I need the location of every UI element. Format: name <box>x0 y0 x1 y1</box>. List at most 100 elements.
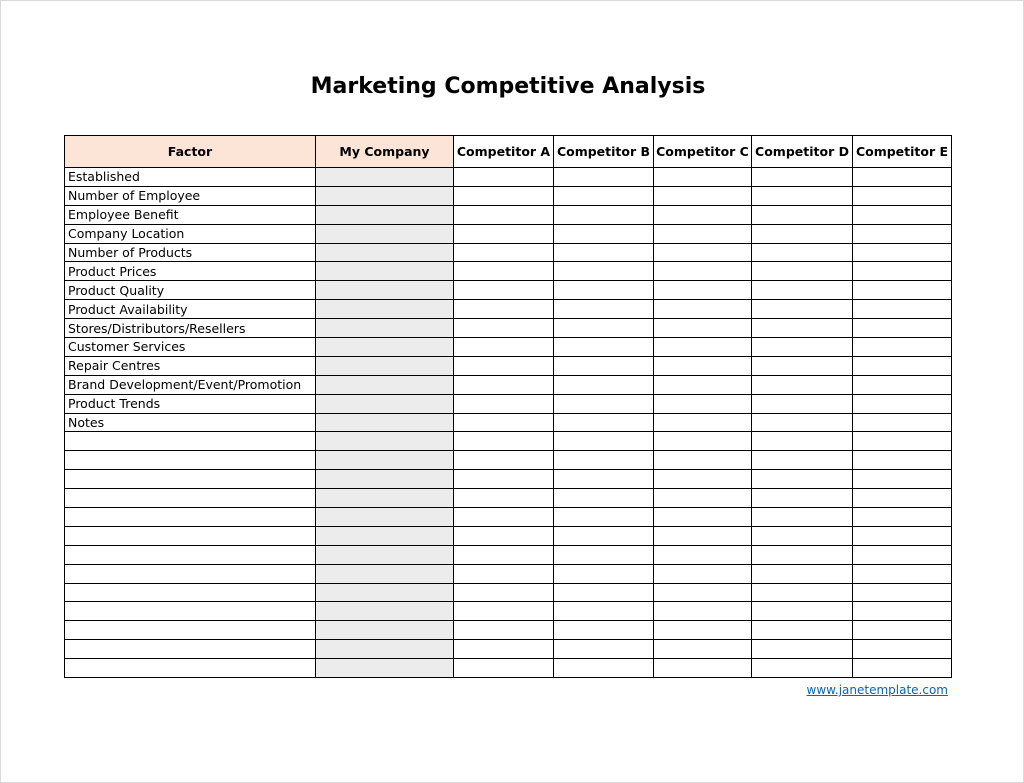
cell-my-company[interactable] <box>315 507 454 527</box>
cell-competitor-c[interactable] <box>653 393 752 414</box>
cell-my-company[interactable] <box>315 488 454 509</box>
cell-competitor-b[interactable] <box>553 374 654 395</box>
cell-competitor-d[interactable] <box>751 431 853 452</box>
cell-competitor-e[interactable] <box>852 639 952 660</box>
cell-competitor-d[interactable] <box>751 223 853 244</box>
cell-competitor-c[interactable] <box>653 431 752 452</box>
cell-competitor-b[interactable] <box>553 620 654 641</box>
cell-competitor-a[interactable] <box>453 223 554 244</box>
cell-competitor-b[interactable] <box>553 242 654 263</box>
cell-my-company[interactable] <box>315 337 454 357</box>
cell-competitor-b[interactable] <box>553 337 654 357</box>
cell-competitor-a[interactable] <box>453 431 554 452</box>
cell-competitor-e[interactable] <box>852 299 952 320</box>
cell-competitor-b[interactable] <box>553 431 654 452</box>
cell-competitor-d[interactable] <box>751 374 853 395</box>
cell-competitor-b[interactable] <box>553 393 654 414</box>
cell-competitor-b[interactable] <box>553 299 654 320</box>
cell-competitor-d[interactable] <box>751 204 853 225</box>
cell-competitor-a[interactable] <box>453 639 554 660</box>
cell-competitor-d[interactable] <box>751 525 853 546</box>
cell-my-company[interactable] <box>315 601 454 622</box>
cell-competitor-d[interactable] <box>751 507 853 527</box>
cell-competitor-a[interactable] <box>453 620 554 641</box>
cell-competitor-e[interactable] <box>852 223 952 244</box>
cell-competitor-c[interactable] <box>653 658 752 679</box>
cell-my-company[interactable] <box>315 185 454 206</box>
cell-competitor-a[interactable] <box>453 412 554 433</box>
cell-competitor-a[interactable] <box>453 167 554 187</box>
cell-my-company[interactable] <box>315 261 454 282</box>
cell-competitor-e[interactable] <box>852 525 952 546</box>
cell-my-company[interactable] <box>315 658 454 679</box>
cell-competitor-b[interactable] <box>553 204 654 225</box>
cell-competitor-d[interactable] <box>751 563 853 584</box>
cell-my-company[interactable] <box>315 563 454 584</box>
cell-my-company[interactable] <box>315 544 454 565</box>
cell-competitor-a[interactable] <box>453 185 554 206</box>
cell-competitor-b[interactable] <box>553 355 654 376</box>
cell-my-company[interactable] <box>315 242 454 263</box>
cell-competitor-b[interactable] <box>553 223 654 244</box>
cell-competitor-c[interactable] <box>653 355 752 376</box>
cell-competitor-d[interactable] <box>751 299 853 320</box>
cell-competitor-e[interactable] <box>852 185 952 206</box>
cell-my-company[interactable] <box>315 374 454 395</box>
cell-competitor-d[interactable] <box>751 582 853 603</box>
cell-competitor-e[interactable] <box>852 507 952 527</box>
cell-competitor-c[interactable] <box>653 544 752 565</box>
cell-competitor-a[interactable] <box>453 318 554 339</box>
cell-competitor-a[interactable] <box>453 525 554 546</box>
cell-competitor-d[interactable] <box>751 261 853 282</box>
cell-competitor-d[interactable] <box>751 469 853 490</box>
cell-competitor-a[interactable] <box>453 393 554 414</box>
cell-competitor-a[interactable] <box>453 488 554 509</box>
cell-competitor-d[interactable] <box>751 544 853 565</box>
cell-competitor-b[interactable] <box>553 525 654 546</box>
cell-my-company[interactable] <box>315 299 454 320</box>
cell-my-company[interactable] <box>315 582 454 603</box>
cell-competitor-a[interactable] <box>453 280 554 301</box>
cell-competitor-a[interactable] <box>453 204 554 225</box>
cell-my-company[interactable] <box>315 412 454 433</box>
cell-competitor-e[interactable] <box>852 544 952 565</box>
cell-competitor-a[interactable] <box>453 582 554 603</box>
cell-competitor-b[interactable] <box>553 167 654 187</box>
cell-competitor-d[interactable] <box>751 488 853 509</box>
cell-competitor-d[interactable] <box>751 355 853 376</box>
cell-competitor-c[interactable] <box>653 507 752 527</box>
cell-competitor-e[interactable] <box>852 280 952 301</box>
cell-my-company[interactable] <box>315 620 454 641</box>
cell-competitor-d[interactable] <box>751 167 853 187</box>
cell-my-company[interactable] <box>315 167 454 187</box>
cell-competitor-a[interactable] <box>453 242 554 263</box>
cell-competitor-e[interactable] <box>852 261 952 282</box>
cell-competitor-b[interactable] <box>553 261 654 282</box>
cell-competitor-e[interactable] <box>852 488 952 509</box>
cell-competitor-c[interactable] <box>653 185 752 206</box>
cell-competitor-a[interactable] <box>453 261 554 282</box>
cell-competitor-d[interactable] <box>751 393 853 414</box>
cell-competitor-c[interactable] <box>653 374 752 395</box>
cell-competitor-e[interactable] <box>852 242 952 263</box>
cell-my-company[interactable] <box>315 318 454 339</box>
cell-competitor-b[interactable] <box>553 563 654 584</box>
cell-competitor-b[interactable] <box>553 469 654 490</box>
cell-competitor-c[interactable] <box>653 525 752 546</box>
cell-competitor-c[interactable] <box>653 337 752 357</box>
cell-competitor-e[interactable] <box>852 620 952 641</box>
cell-my-company[interactable] <box>315 525 454 546</box>
cell-competitor-b[interactable] <box>553 658 654 679</box>
cell-competitor-d[interactable] <box>751 601 853 622</box>
cell-my-company[interactable] <box>315 450 454 471</box>
cell-competitor-a[interactable] <box>453 601 554 622</box>
cell-competitor-c[interactable] <box>653 318 752 339</box>
cell-competitor-a[interactable] <box>453 374 554 395</box>
cell-competitor-c[interactable] <box>653 450 752 471</box>
cell-competitor-e[interactable] <box>852 318 952 339</box>
cell-competitor-e[interactable] <box>852 563 952 584</box>
cell-competitor-e[interactable] <box>852 412 952 433</box>
cell-competitor-d[interactable] <box>751 412 853 433</box>
cell-competitor-a[interactable] <box>453 658 554 679</box>
cell-competitor-d[interactable] <box>751 185 853 206</box>
